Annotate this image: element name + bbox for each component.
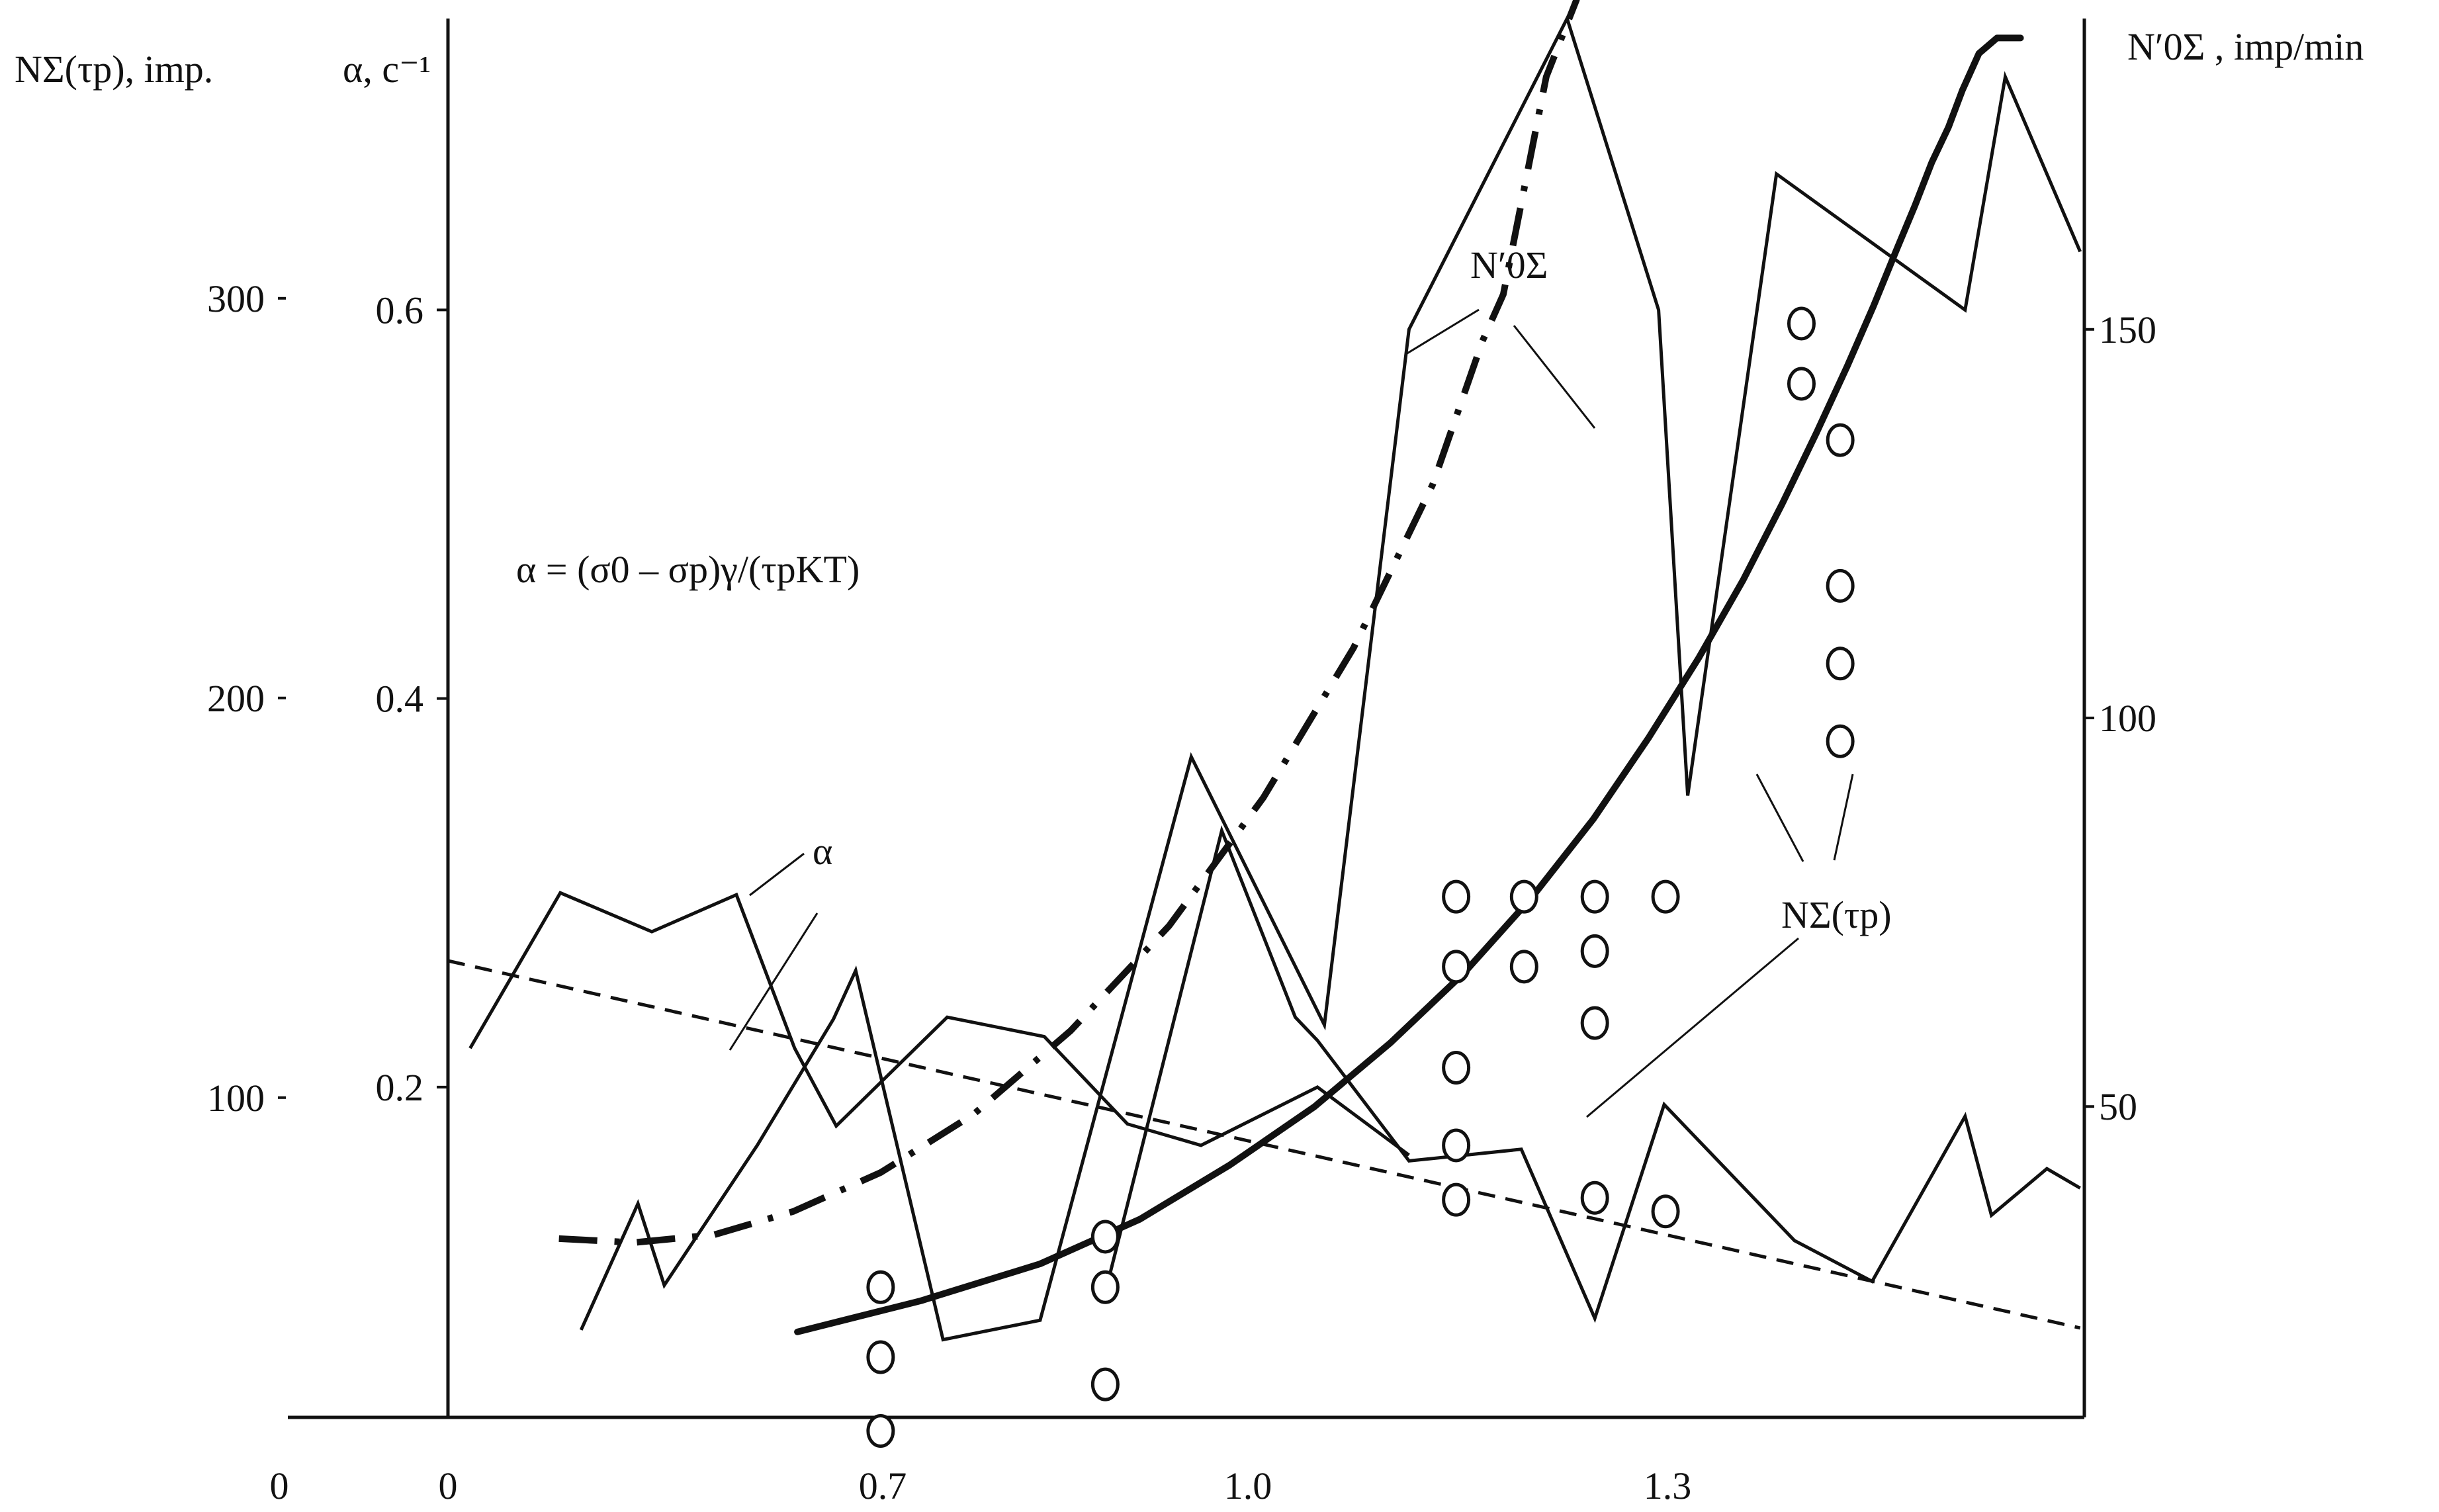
series-line-5-dashdot <box>558 0 1580 1246</box>
data-point-marker <box>1090 1270 1120 1304</box>
data-point-marker <box>1580 934 1609 968</box>
data-point-marker <box>866 1414 895 1448</box>
data-point-marker <box>866 1270 895 1304</box>
data-point-marker <box>1509 879 1538 914</box>
data-point-marker <box>1442 950 1471 984</box>
data-point-marker <box>1442 1182 1471 1217</box>
alpha-annotation-label: α <box>813 830 832 873</box>
series-line-2-thin <box>579 14 2082 1342</box>
y-left-tick-label: 0.4 <box>376 678 424 721</box>
series-line-6-thick <box>794 34 2024 1335</box>
series-line-3-thin <box>1106 825 2081 1323</box>
x-tick-label: 1.3 <box>1644 1464 1692 1507</box>
marker-group <box>866 306 1855 1448</box>
nsigma-leader-line <box>1833 774 1854 861</box>
nsigma-annotation-label: NΣ(τp) <box>1781 893 1892 936</box>
y-right-title: N′0Σ , imp/min <box>2127 25 2364 68</box>
tick-group: 0 0.7 1.0 1.3 0 100 200 300 0.2 0.4 0.6 50 100 150 <box>207 277 2156 1507</box>
y-left-outer-tick-label: 300 <box>207 277 265 320</box>
data-point-marker <box>1090 1367 1120 1401</box>
data-point-marker <box>1442 879 1471 914</box>
x-tick-label: 1.0 <box>1224 1464 1272 1507</box>
n0sigma-leader-line <box>1405 308 1480 355</box>
alpha-leader-line <box>749 852 805 897</box>
data-point-marker <box>1826 568 1855 603</box>
series-line-1-thin <box>468 891 1410 1157</box>
data-point-marker <box>866 1340 895 1374</box>
y-left-outer-title: NΣ(τp), imp. <box>15 48 213 91</box>
nsigma-leader-line <box>1755 774 1804 862</box>
x-tick-label-outer: 0 <box>270 1464 289 1507</box>
y-left-title: α, c⁻¹ <box>343 48 431 91</box>
formula-annotation: α = (σ0 – σp)γ/(τpKT) <box>516 548 860 591</box>
data-point-marker <box>1651 879 1680 914</box>
data-point-marker <box>1787 367 1816 401</box>
data-point-marker <box>1826 646 1855 681</box>
data-point-marker <box>1442 1051 1471 1085</box>
n0sigma-leader-line <box>1513 325 1596 429</box>
data-point-marker <box>1787 306 1816 341</box>
y-right-tick-label: 150 <box>2099 308 2156 351</box>
nsigma-leader-line <box>1586 937 1799 1118</box>
series-group <box>447 0 2082 1342</box>
n0sigma-annotation-label: N′0Σ <box>1470 244 1548 287</box>
x-tick-label: 0 <box>439 1464 458 1507</box>
data-point-marker <box>1090 1220 1120 1254</box>
x-tick-label: 0.7 <box>859 1464 907 1507</box>
y-left-tick-label: 0.6 <box>376 289 424 332</box>
alpha-leader-line <box>729 912 819 1051</box>
y-right-tick-label: 50 <box>2099 1085 2137 1128</box>
y-right-tick-label: 100 <box>2099 697 2156 740</box>
data-point-marker <box>1509 950 1538 984</box>
y-left-tick-label: 0.2 <box>376 1066 424 1109</box>
data-point-marker <box>1826 724 1855 758</box>
data-point-marker <box>1651 1194 1680 1229</box>
data-point-marker <box>1442 1128 1471 1163</box>
data-point-marker <box>1580 879 1609 914</box>
data-point-marker <box>1580 1180 1609 1215</box>
data-point-marker <box>1580 1006 1609 1040</box>
data-point-marker <box>1826 423 1855 457</box>
y-left-outer-tick-label: 200 <box>207 677 265 720</box>
y-left-outer-tick-label: 100 <box>207 1077 265 1120</box>
